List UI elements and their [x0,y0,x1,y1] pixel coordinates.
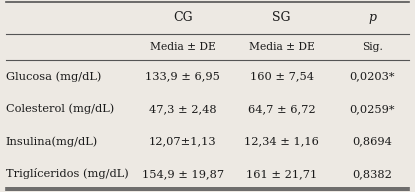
Text: 0,0203*: 0,0203* [350,71,395,81]
Text: Glucosa (mg/dL): Glucosa (mg/dL) [5,71,101,82]
Text: Media ± DE: Media ± DE [150,42,216,52]
Text: Insulina(mg/dL): Insulina(mg/dL) [5,136,98,147]
Text: 160 ± 7,54: 160 ± 7,54 [250,71,314,81]
Text: 47,3 ± 2,48: 47,3 ± 2,48 [149,104,217,114]
Text: 64,7 ± 6,72: 64,7 ± 6,72 [248,104,315,114]
Text: 154,9 ± 19,87: 154,9 ± 19,87 [142,169,224,179]
Text: SG: SG [273,11,291,24]
Text: Triglíceridos (mg/dL): Triglíceridos (mg/dL) [5,168,128,180]
Text: 0,8694: 0,8694 [352,136,392,146]
Text: CG: CG [173,11,193,24]
Text: 161 ± 21,71: 161 ± 21,71 [246,169,317,179]
Text: p: p [369,11,376,24]
Text: 0,0259*: 0,0259* [350,104,395,114]
Text: Colesterol (mg/dL): Colesterol (mg/dL) [5,104,114,114]
Text: 12,34 ± 1,16: 12,34 ± 1,16 [244,136,319,146]
Text: Sig.: Sig. [362,42,383,52]
Text: 12,07±1,13: 12,07±1,13 [149,136,217,146]
Text: Media ± DE: Media ± DE [249,42,315,52]
Text: 0,8382: 0,8382 [352,169,392,179]
Text: 133,9 ± 6,95: 133,9 ± 6,95 [145,71,220,81]
